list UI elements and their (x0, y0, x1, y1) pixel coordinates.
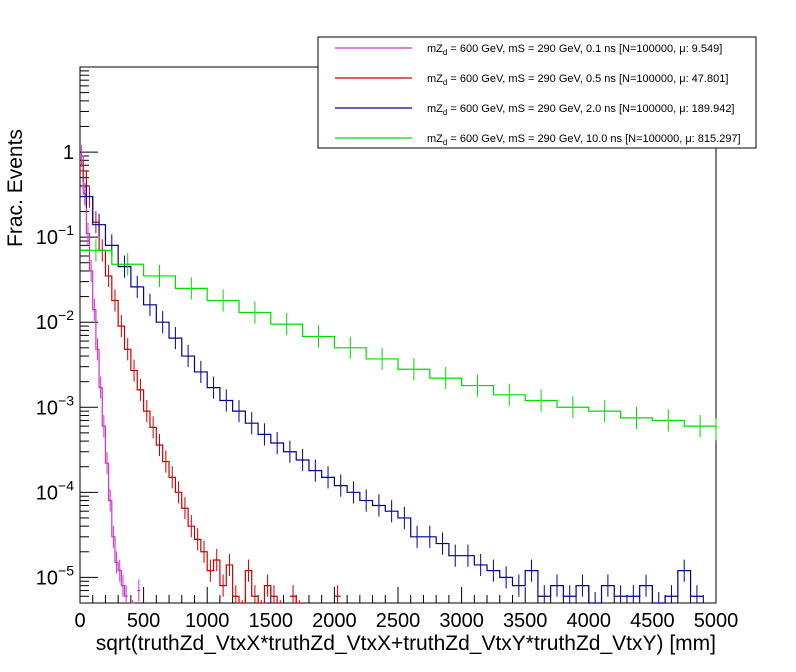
series-line-2 (80, 195, 704, 604)
x-tick-label: 4000 (567, 610, 612, 632)
y-tick-label: 10−3 (36, 392, 74, 419)
x-tick-label: 1500 (249, 610, 294, 632)
x-tick-label: 1000 (185, 610, 230, 632)
x-tick-label: 3000 (439, 610, 484, 632)
x-tick-label: 4500 (630, 610, 675, 632)
series-line-3 (80, 249, 717, 430)
series-line-0 (80, 155, 141, 604)
y-tick-label: 10−5 (36, 562, 74, 589)
legend-entry: mZd = 600 GeV, mS = 290 GeV, 10.0 ns [N=… (427, 133, 741, 147)
x-axis-title: sqrt(truthZd_VtxX*truthZd_VtxX+truthZd_V… (96, 632, 716, 655)
x-axis: 0 500 1000 1500 2000 2500 3000 3500 4000 4500 5000 (74, 587, 738, 632)
series-line-1 (80, 170, 341, 604)
x-tick-label: 3500 (503, 610, 548, 632)
y-axis: 10−5 10−4 10−3 10−2 10−1 1 (36, 66, 98, 604)
legend-box (317, 36, 757, 149)
x-tick-label: 5000 (694, 610, 739, 632)
y-axis-title: Frac. Events (4, 129, 27, 247)
series-layer (80, 144, 717, 604)
y-tick-label: 10−1 (36, 222, 74, 249)
y-tick-label: 1 (63, 142, 74, 164)
y-tick-label: 10−4 (36, 477, 74, 504)
x-tick-label: 0 (74, 610, 85, 632)
legend-entry: mZd = 600 GeV, mS = 290 GeV, 0.5 ns [N=1… (427, 73, 728, 87)
y-tick-label: 10−2 (36, 307, 74, 334)
x-tick-label: 2500 (376, 610, 421, 632)
x-tick-label: 2000 (312, 610, 357, 632)
legend-entry: mZd = 600 GeV, mS = 290 GeV, 0.1 ns [N=1… (427, 43, 722, 57)
legend: mZd = 600 GeV, mS = 290 GeV, 0.1 ns [N=1… (317, 36, 757, 149)
x-tick-label: 500 (127, 610, 160, 632)
legend-entry: mZd = 600 GeV, mS = 290 GeV, 2.0 ns [N=1… (427, 103, 735, 117)
